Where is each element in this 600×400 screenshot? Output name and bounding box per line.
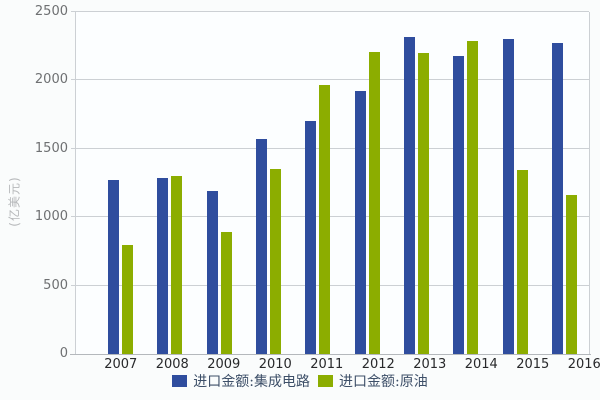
- bar-ic-2015: [502, 39, 514, 354]
- bar-crude-oil-2009: [220, 232, 232, 354]
- y-tick-label-500: 500: [43, 277, 68, 293]
- y-tick-label-1500: 1500: [34, 140, 68, 156]
- x-tick-label-2011: 2011: [310, 357, 344, 372]
- y-axis-title: (亿美元): [7, 176, 22, 227]
- bar-crude-oil-2014: [467, 40, 479, 354]
- y-tick-label-1000: 1000: [34, 209, 68, 225]
- bar-ic-2012: [354, 91, 366, 354]
- x-tick-label-2012: 2012: [361, 357, 395, 372]
- x-axis-line: [70, 354, 591, 355]
- bar-ic-2013: [403, 37, 415, 354]
- y-tick-label-2500: 2500: [34, 4, 68, 19]
- bar-group-2007: [96, 12, 145, 354]
- plot-area: [71, 11, 590, 354]
- bar-group-2011: [293, 12, 342, 354]
- legend-label: 进口金额:原油: [339, 374, 428, 390]
- bar-ic-2014: [453, 55, 465, 354]
- y-tick-label-2000: 2000: [34, 72, 68, 88]
- gridline-2000: [71, 79, 589, 81]
- legend-item-crude-oil: 进口金额:原油: [318, 371, 428, 391]
- bar-group-2014: [441, 12, 490, 354]
- y-tick-label-0: 0: [59, 346, 68, 361]
- bar-ic-2008: [157, 177, 169, 354]
- legend: 进口金额:集成电路 进口金额:原油: [0, 371, 600, 391]
- bar-crude-oil-2012: [368, 51, 380, 354]
- legend-item-ic: 进口金额:集成电路: [172, 371, 310, 391]
- bar-ic-2007: [108, 179, 120, 354]
- x-tick-label-2016: 2016: [567, 357, 600, 372]
- bar-ic-2011: [305, 121, 317, 354]
- bar-group-2012: [342, 12, 391, 354]
- x-tick-label-2009: 2009: [207, 357, 241, 372]
- bar-ic-2010: [256, 139, 268, 354]
- x-tick-label-2008: 2008: [155, 357, 189, 372]
- bar-crude-oil-2015: [516, 170, 528, 354]
- bar-group-2010: [244, 12, 293, 354]
- gridline-2500: [71, 11, 589, 12]
- bar-group-2009: [195, 12, 244, 354]
- x-tick-label-2010: 2010: [258, 357, 292, 372]
- x-axis-tick-labels: 2007 2008 2009 2010 2011 2012 2013 2014 2015 2016: [75, 357, 600, 372]
- legend-swatch-crude-oil: [318, 375, 333, 387]
- bar-crude-oil-2008: [171, 176, 183, 354]
- bar-crude-oil-2016: [565, 194, 577, 354]
- bar-ic-2016: [551, 43, 563, 354]
- x-tick-label-2014: 2014: [464, 357, 498, 372]
- bar-crude-oil-2007: [122, 244, 134, 354]
- legend-label: 进口金额:集成电路: [193, 374, 310, 390]
- legend-swatch-ic: [172, 375, 188, 387]
- bar-groups: [76, 12, 589, 354]
- bar-group-2015: [490, 12, 539, 354]
- x-tick-label-2007: 2007: [104, 357, 138, 372]
- bar-crude-oil-2011: [319, 85, 331, 354]
- bar-ic-2009: [206, 190, 218, 354]
- bar-crude-oil-2010: [270, 168, 282, 354]
- bar-crude-oil-2013: [417, 53, 429, 354]
- bar-group-2016: [540, 12, 589, 354]
- bar-group-2013: [392, 12, 441, 354]
- x-tick-label-2013: 2013: [413, 357, 447, 372]
- bar-group-2008: [145, 12, 194, 354]
- x-tick-label-2015: 2015: [516, 357, 550, 372]
